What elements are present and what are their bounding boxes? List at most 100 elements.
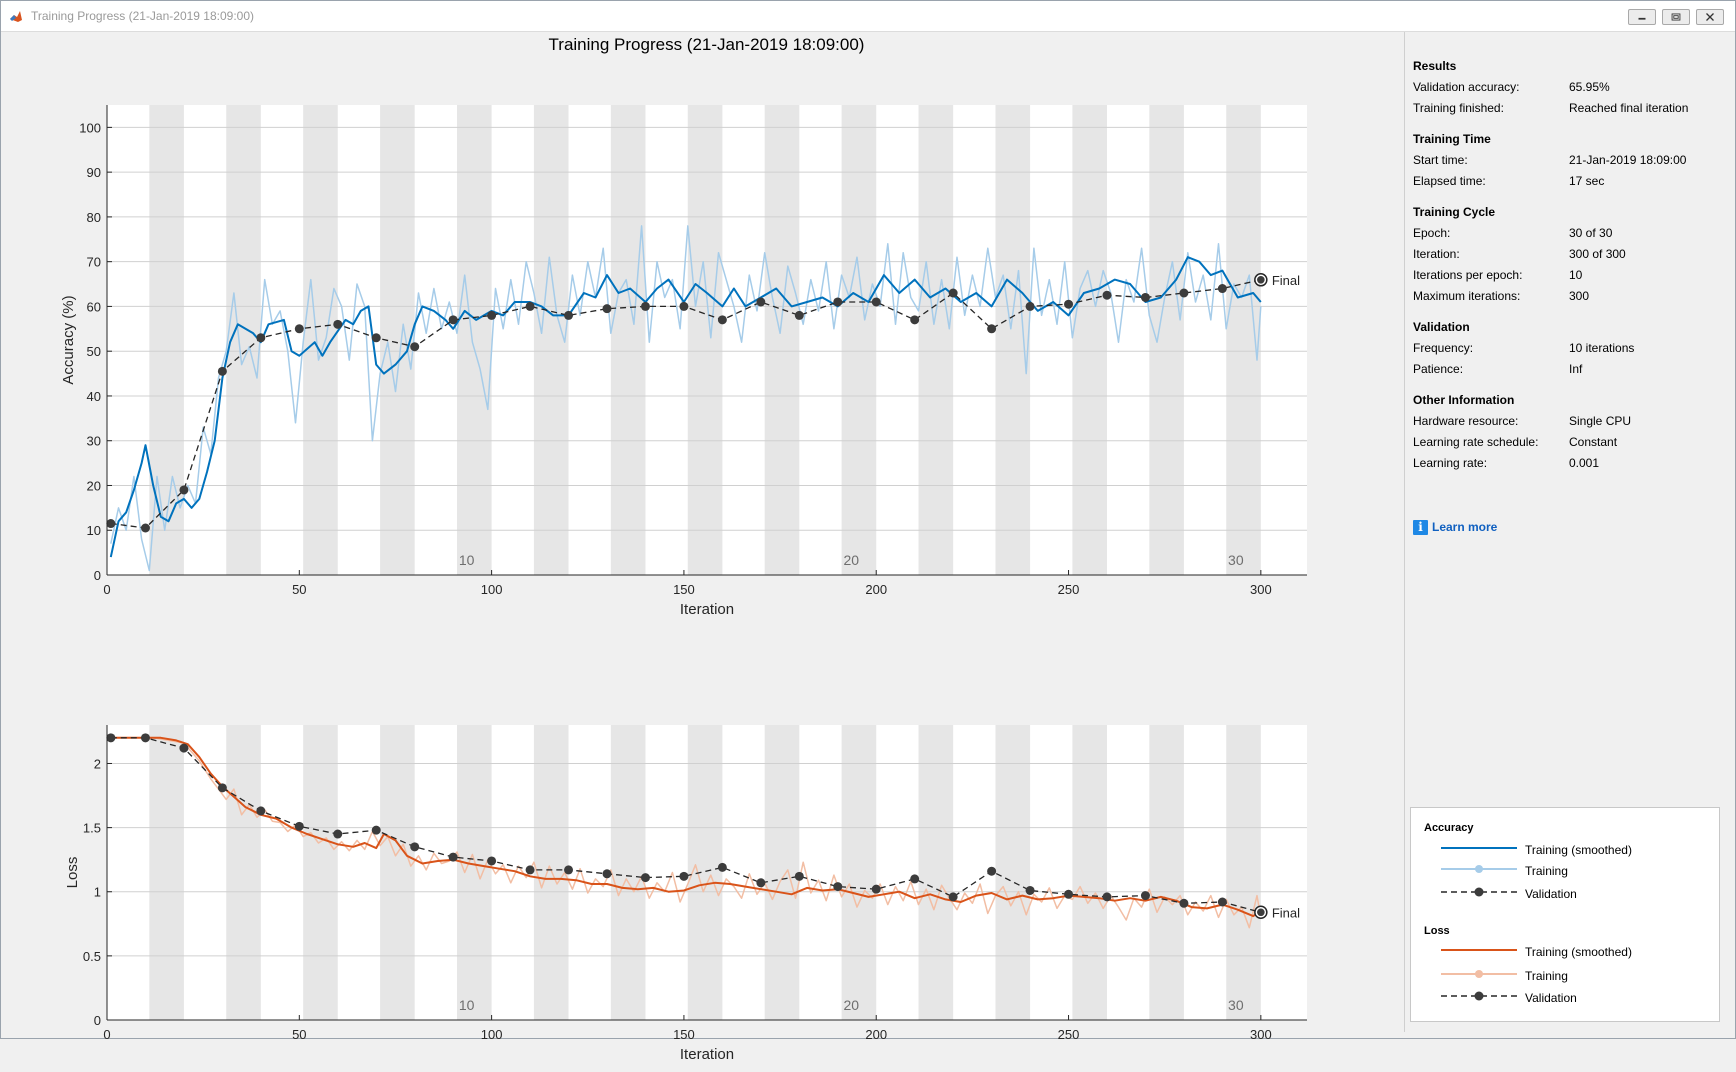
acc-validation-point [410,342,420,352]
acc-y-tick-label: 100 [79,120,101,135]
matlab-icon [9,9,23,23]
acc-validation-point [794,310,804,320]
loss-epoch-label: 10 [459,997,475,1013]
acc-x-tick-label: 250 [1058,582,1080,597]
loss-y-tick-label: 2 [94,756,101,771]
loss-validation-point [1179,898,1189,908]
lr-schedule-value: Constant [1569,435,1618,449]
plot-area: Training Progress (21-Jan-2019 18:09:00)… [9,32,1403,1063]
loss-validation-point [948,892,958,902]
acc-validation-point [487,310,497,320]
results-heading: Results [1413,59,1457,73]
acc-epoch-band [995,105,1031,575]
frequency-value: 10 iterations [1569,341,1635,355]
acc-validation-point [1179,288,1189,298]
loss-epoch-band [226,725,261,1020]
acc-y-axis-label: Accuracy (%) [60,295,77,384]
acc-validation-point [1064,299,1074,309]
loss-validation-point [640,873,650,883]
info-icon: i [1413,520,1428,535]
loss-y-tick-label: 0 [94,1013,101,1028]
start-time-label: Start time: [1413,153,1468,167]
acc-final-label: Final [1272,273,1300,288]
acc-x-tick-label: 200 [865,582,887,597]
loss-x-tick-label: 150 [673,1027,695,1042]
loss-x-tick-label: 0 [103,1027,110,1042]
epoch-value: 30 of 30 [1569,226,1613,240]
acc-y-tick-label: 30 [87,434,101,449]
acc-epoch-band [1072,105,1107,575]
loss-epoch-band [918,725,954,1020]
acc-y-tick-label: 90 [87,165,101,180]
learn-more-link[interactable]: i Learn more [1413,520,1497,535]
loss-validation-point [564,865,574,875]
acc-epoch-band [1149,105,1184,575]
acc-y-tick-label: 20 [87,478,101,493]
loss-validation-point [106,733,116,743]
acc-x-tick-label: 100 [481,582,503,597]
legend-loss-smoothed-label: Training (smoothed) [1525,945,1632,959]
lr-schedule-label: Learning rate schedule: [1413,435,1539,449]
title-bar: Training Progress (21-Jan-2019 18:09:00) [1,1,1735,32]
maximum-iterations-label: Maximum iterations: [1413,289,1521,303]
loss-validation-point [717,862,727,872]
loss-validation-point [679,871,689,881]
loss-final-marker [1257,908,1265,917]
acc-epoch-band [457,105,492,575]
loss-chart: 10 20 30 Final 0 50 100 150 200 250 300 0 0.5 1 1.5 2 It… [64,725,1307,1063]
loss-validation-point [179,743,189,753]
loss-x-tick-label: 250 [1058,1027,1080,1042]
loss-epoch-band [995,725,1031,1020]
loss-validation-point [448,852,458,862]
loss-validation-point [410,842,420,852]
acc-validation-point [333,319,343,329]
loss-x-tick-label: 100 [481,1027,503,1042]
loss-epoch-band [380,725,415,1020]
loss-final-label: Final [1272,905,1300,920]
legend-loss-training-line [1441,970,1517,978]
acc-epoch-band [918,105,954,575]
hardware-resource-label: Hardware resource: [1413,414,1519,428]
loss-validation-point [217,783,227,793]
legend-loss-training-label: Training [1525,969,1568,983]
legend-acc-smoothed-label: Training (smoothed) [1525,843,1632,857]
restore-button[interactable] [1662,9,1690,25]
loss-validation-point [294,821,304,831]
acc-series-training-smoothed [109,256,1262,558]
acc-validation-point [525,301,535,311]
acc-y-tick-label: 10 [87,523,101,538]
acc-validation-point [602,304,612,314]
accuracy-chart: 10 20 30 Final 0 50 100 150 200 250 300 0 10 20 30 40 50… [60,105,1307,618]
acc-y-tick-label: 60 [87,299,101,314]
acc-validation-point [256,333,266,343]
acc-validation-point [179,485,189,495]
acc-validation-point [910,315,920,325]
acc-validation-point [1025,301,1035,311]
training-cycle-heading: Training Cycle [1413,205,1496,219]
loss-validation-point [256,806,266,816]
loss-validation-point [525,865,535,875]
validation-heading: Validation [1413,320,1470,334]
legend-loss-validation-label: Validation [1525,991,1577,1005]
legend-acc-validation-line [1441,887,1517,897]
learning-rate-value: 0.001 [1569,456,1600,470]
iterations-per-epoch-value: 10 [1569,268,1583,282]
validation-accuracy-label: Validation accuracy: [1413,80,1520,94]
loss-validation-point [1025,885,1035,895]
loss-epoch-band [610,725,646,1020]
close-button[interactable] [1696,9,1724,25]
acc-x-tick-label: 50 [292,582,306,597]
acc-epoch-band [764,105,800,575]
legend: Accuracy Training (smoothed) Training Va… [1410,807,1720,1022]
acc-epoch-band [533,105,569,575]
legend-loss-validation-line [1441,991,1517,1001]
minimize-button[interactable] [1628,9,1656,25]
acc-validation-point [871,297,881,307]
acc-y-tick-label: 0 [94,568,101,583]
loss-y-tick-label: 1.5 [83,821,101,836]
loss-epoch-band [764,725,800,1020]
acc-validation-point [756,297,766,307]
acc-epoch-label: 30 [1228,552,1244,568]
loss-y-tick-label: 0.5 [83,949,101,964]
elapsed-time-label: Elapsed time: [1413,174,1486,188]
